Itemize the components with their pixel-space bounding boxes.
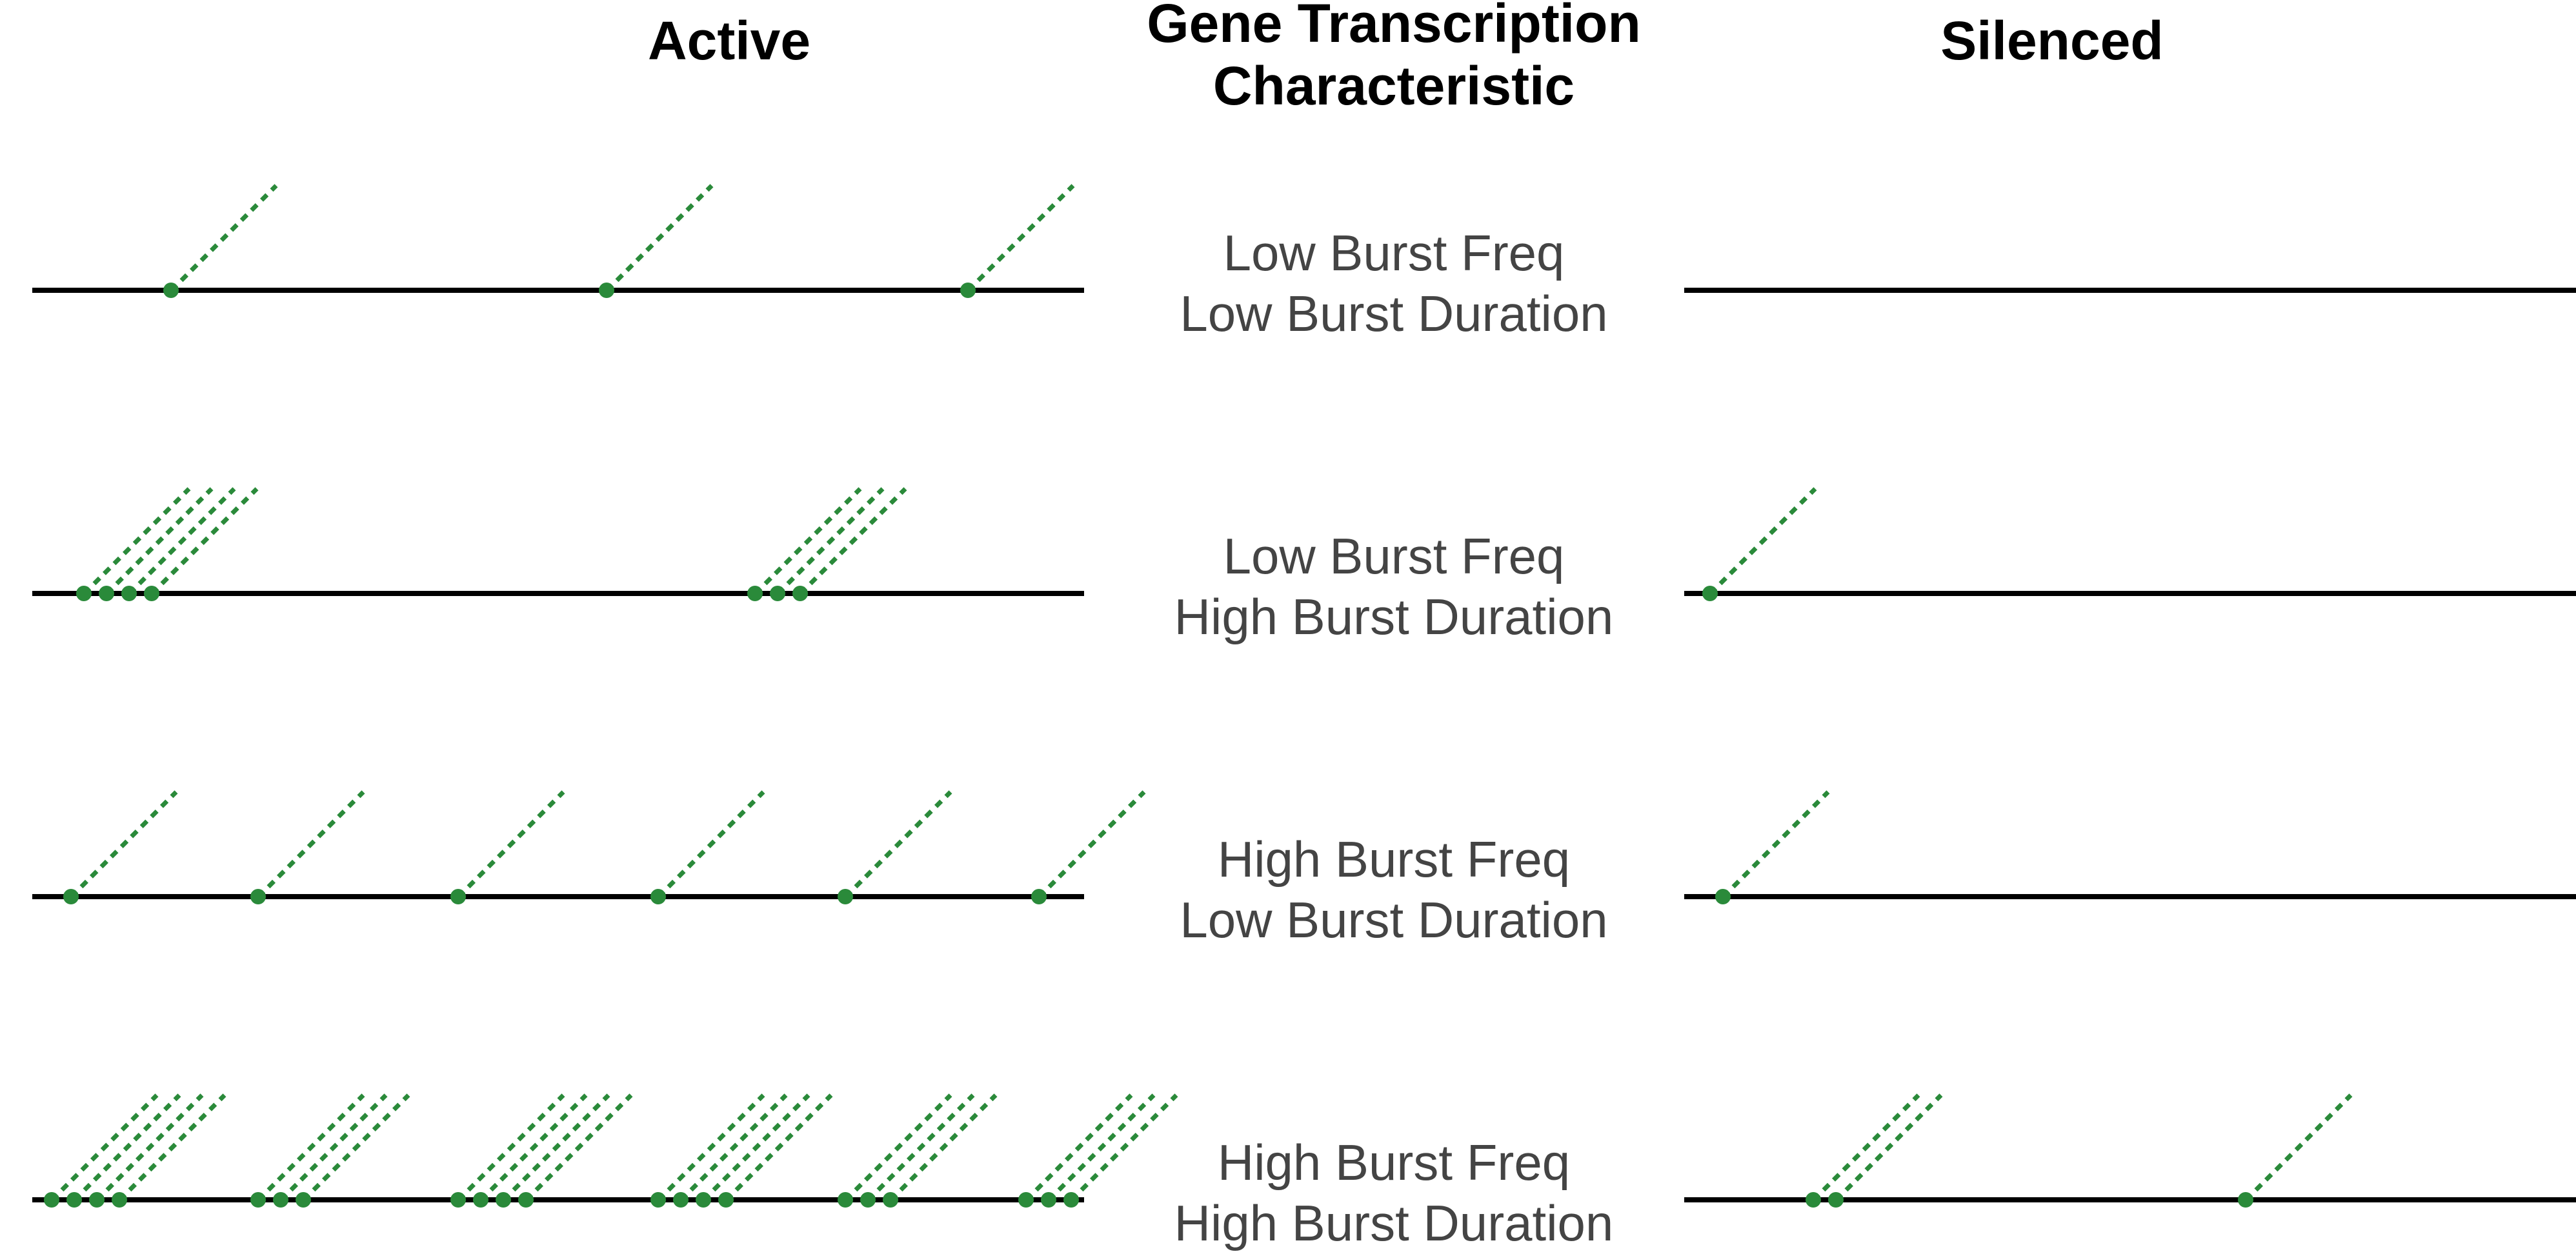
header-silenced-text: Silenced bbox=[1940, 10, 2163, 71]
header-middle-line2: Characteristic bbox=[1213, 55, 1575, 116]
timeline-silenced-low-freq-high-dur bbox=[1684, 591, 2576, 596]
burst-dashed-line bbox=[118, 1093, 226, 1202]
burst-dashed-line bbox=[302, 1093, 410, 1202]
burst-dashed-line bbox=[1835, 1093, 1943, 1202]
burst-dashed-line bbox=[754, 487, 862, 595]
header-middle: Gene Transcription Characteristic bbox=[1103, 0, 1684, 117]
figure-root: Active Gene Transcription Characteristic… bbox=[0, 0, 2576, 1215]
burst-dashed-line bbox=[105, 487, 214, 595]
timeline-active-low-freq-low-dur bbox=[32, 288, 1084, 293]
row-label-line1: Low Burst Freq bbox=[1103, 526, 1684, 587]
burst-dashed-line bbox=[457, 1093, 565, 1202]
timeline-silenced-low-freq-low-dur bbox=[1684, 288, 2576, 293]
burst-dashed-line bbox=[1722, 790, 1830, 899]
burst-dashed-line bbox=[502, 1093, 610, 1202]
burst-dashed-line bbox=[257, 1093, 365, 1202]
burst-dashed-line bbox=[479, 1093, 588, 1202]
burst-dashed-line bbox=[457, 790, 565, 899]
burst-dashed-line bbox=[867, 1093, 975, 1202]
burst-dashed-line bbox=[279, 1093, 388, 1202]
row-label-line1: Low Burst Freq bbox=[1103, 223, 1684, 284]
row-label-low-freq-high-dur: Low Burst FreqHigh Burst Duration bbox=[1103, 526, 1684, 647]
burst-dashed-line bbox=[50, 1093, 159, 1202]
burst-dashed-line bbox=[799, 487, 907, 595]
burst-dashed-line bbox=[967, 184, 1075, 292]
burst-dashed-line bbox=[150, 487, 259, 595]
row-label-line2: High Burst Duration bbox=[1103, 1193, 1684, 1254]
header-silenced: Silenced bbox=[1923, 10, 2181, 72]
burst-dashed-line bbox=[128, 487, 236, 595]
burst-dashed-line bbox=[1812, 1093, 1920, 1202]
header-active: Active bbox=[600, 10, 858, 72]
burst-dashed-line bbox=[657, 1093, 765, 1202]
burst-dashed-line bbox=[679, 1093, 788, 1202]
row-label-low-freq-low-dur: Low Burst FreqLow Burst Duration bbox=[1103, 223, 1684, 344]
burst-dashed-line bbox=[844, 790, 952, 899]
row-label-line2: Low Burst Duration bbox=[1103, 284, 1684, 344]
burst-dashed-line bbox=[657, 790, 765, 899]
header-active-text: Active bbox=[648, 10, 810, 71]
burst-dashed-line bbox=[257, 790, 365, 899]
row-label-high-freq-high-dur: High Burst FreqHigh Burst Duration bbox=[1103, 1133, 1684, 1253]
row-label-line1: High Burst Freq bbox=[1103, 1133, 1684, 1193]
burst-dashed-line bbox=[73, 1093, 181, 1202]
burst-dashed-line bbox=[96, 1093, 204, 1202]
row-label-high-freq-low-dur: High Burst FreqLow Burst Duration bbox=[1103, 830, 1684, 950]
burst-dashed-line bbox=[2244, 1093, 2353, 1202]
timeline-active-high-freq-low-dur bbox=[32, 894, 1084, 899]
burst-dashed-line bbox=[702, 1093, 810, 1202]
row-label-line1: High Burst Freq bbox=[1103, 830, 1684, 890]
burst-dashed-line bbox=[525, 1093, 633, 1202]
timeline-active-low-freq-high-dur bbox=[32, 591, 1084, 596]
burst-dashed-line bbox=[725, 1093, 833, 1202]
burst-dashed-line bbox=[70, 790, 178, 899]
burst-dashed-line bbox=[776, 487, 885, 595]
burst-dashed-line bbox=[83, 487, 191, 595]
row-label-line2: Low Burst Duration bbox=[1103, 890, 1684, 951]
burst-dashed-line bbox=[1709, 487, 1817, 595]
timeline-silenced-high-freq-low-dur bbox=[1684, 894, 2576, 899]
header-middle-line1: Gene Transcription bbox=[1147, 0, 1641, 54]
burst-dashed-line bbox=[605, 184, 714, 292]
timeline-active-high-freq-high-dur bbox=[32, 1197, 1084, 1202]
row-label-line2: High Burst Duration bbox=[1103, 587, 1684, 648]
burst-dashed-line bbox=[889, 1093, 998, 1202]
burst-dashed-line bbox=[844, 1093, 952, 1202]
burst-dashed-line bbox=[170, 184, 278, 292]
